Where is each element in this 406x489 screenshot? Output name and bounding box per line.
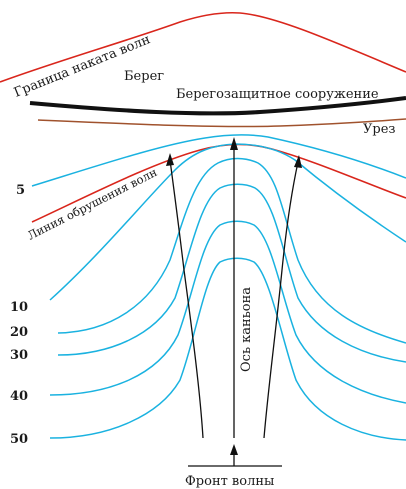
depth-label: 40 <box>10 389 28 404</box>
wave-ray-right-arrowhead <box>294 155 302 168</box>
waterline <box>37 118 406 128</box>
label-wave-front: Фронт волны <box>185 474 274 489</box>
isobath-20 <box>57 157 406 344</box>
label-waterline: Урез <box>363 122 396 137</box>
depth-label: 20 <box>10 325 28 340</box>
runup-limit-line <box>0 11 406 83</box>
label-runup-limit: Граница наката волн <box>12 32 153 100</box>
depth-label: 30 <box>10 348 28 363</box>
isobath-5 <box>31 134 406 187</box>
isobath-40 <box>49 220 406 404</box>
wave-ray-left-arrowhead <box>166 153 174 166</box>
label-canyon-axis: Ось каньона <box>239 287 254 372</box>
depth-label: 50 <box>10 432 28 447</box>
depth-label: 5 <box>16 183 25 198</box>
label-breaking-line: Линия обрушения волн <box>25 165 160 243</box>
label-shore: Берег <box>124 69 164 84</box>
label-structure: Берегозащитное сооружение <box>176 87 379 102</box>
depth-label: 10 <box>10 300 28 315</box>
coastal-structure-line <box>29 96 406 116</box>
isobath-10 <box>49 143 406 301</box>
wave-ray-left <box>169 159 204 439</box>
isobath-50 <box>49 257 406 441</box>
wave-front-arrowhead <box>230 444 238 455</box>
wave-ray-center-arrowhead <box>230 137 238 150</box>
wave-ray-right <box>263 161 299 439</box>
isobath-30 <box>57 183 406 363</box>
